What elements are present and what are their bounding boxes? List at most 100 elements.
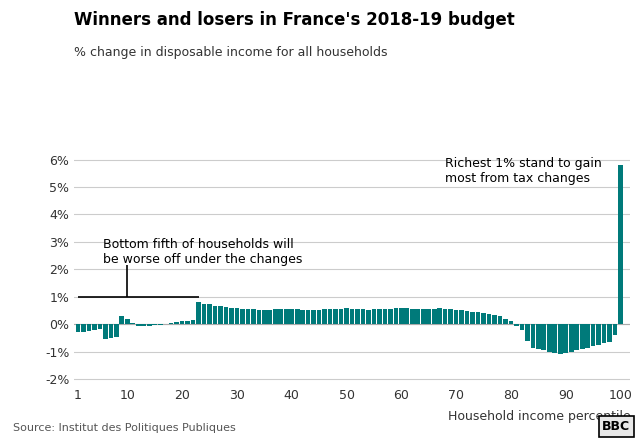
Bar	[86, 324, 92, 331]
Bar	[366, 310, 371, 324]
Bar	[503, 319, 508, 324]
Bar	[339, 309, 344, 324]
Bar	[372, 309, 376, 324]
Bar	[323, 309, 327, 324]
Bar	[218, 306, 223, 324]
Bar	[498, 316, 502, 324]
Bar	[591, 324, 595, 346]
Bar	[476, 312, 481, 324]
Bar	[580, 324, 584, 349]
Bar	[185, 321, 190, 324]
Bar	[120, 316, 124, 324]
Bar	[377, 309, 381, 324]
Bar	[306, 310, 310, 324]
Bar	[317, 310, 321, 324]
Bar	[448, 309, 453, 324]
Text: Richest 1% stand to gain
most from tax changes: Richest 1% stand to gain most from tax c…	[445, 157, 602, 185]
Bar	[558, 324, 563, 354]
Bar	[454, 310, 458, 324]
Bar	[333, 309, 338, 324]
Bar	[531, 324, 535, 347]
Bar	[246, 309, 250, 324]
Text: Bottom fifth of households will
be worse off under the changes: Bottom fifth of households will be worse…	[102, 238, 302, 266]
Bar	[131, 323, 135, 324]
Bar	[443, 309, 447, 324]
Text: Source: Institut des Politiques Publiques: Source: Institut des Politiques Publique…	[13, 423, 236, 433]
Bar	[421, 309, 426, 324]
Bar	[552, 324, 557, 353]
Bar	[432, 309, 436, 324]
Bar	[460, 310, 464, 324]
Bar	[229, 308, 234, 324]
Bar	[563, 324, 568, 353]
Bar	[147, 324, 152, 326]
Bar	[207, 305, 212, 324]
Text: BBC: BBC	[602, 420, 630, 433]
Bar	[76, 324, 80, 332]
Bar	[174, 322, 179, 324]
Bar	[328, 309, 332, 324]
Bar	[202, 304, 206, 324]
Bar	[394, 308, 398, 324]
Bar	[492, 315, 497, 324]
Bar	[547, 324, 552, 352]
Bar	[426, 309, 431, 324]
Bar	[520, 324, 524, 330]
Bar	[125, 319, 130, 324]
Bar	[212, 305, 218, 324]
Bar	[169, 323, 173, 324]
Bar	[251, 309, 256, 324]
Bar	[136, 324, 141, 326]
Text: Winners and losers in France's 2018-19 budget: Winners and losers in France's 2018-19 b…	[74, 11, 515, 29]
Bar	[586, 324, 590, 347]
Bar	[541, 324, 546, 350]
Bar	[612, 324, 618, 335]
Bar	[311, 310, 316, 324]
X-axis label: Household income percentile: Household income percentile	[447, 410, 630, 423]
Bar	[262, 310, 267, 324]
Bar	[344, 308, 349, 324]
Bar	[410, 309, 415, 324]
Bar	[273, 309, 278, 324]
Bar	[383, 309, 387, 324]
Bar	[470, 312, 475, 324]
Bar	[141, 324, 146, 326]
Bar	[268, 310, 272, 324]
Bar	[399, 308, 404, 324]
Text: % change in disposable income for all households: % change in disposable income for all ho…	[74, 46, 387, 59]
Bar	[81, 324, 86, 332]
Bar	[514, 324, 519, 326]
Bar	[388, 309, 393, 324]
Bar	[180, 321, 184, 324]
Bar	[97, 324, 102, 329]
Bar	[349, 309, 355, 324]
Bar	[284, 309, 289, 324]
Bar	[152, 324, 157, 325]
Bar	[536, 324, 541, 349]
Bar	[437, 308, 442, 324]
Bar	[92, 324, 97, 330]
Bar	[404, 308, 409, 324]
Bar	[525, 324, 530, 341]
Bar	[278, 309, 283, 324]
Bar	[596, 324, 601, 345]
Bar	[158, 324, 163, 325]
Bar	[289, 309, 294, 324]
Bar	[360, 309, 365, 324]
Bar	[509, 321, 513, 324]
Bar	[602, 324, 607, 343]
Bar	[257, 310, 261, 324]
Bar	[415, 309, 420, 324]
Bar	[191, 320, 195, 324]
Bar	[569, 324, 573, 352]
Bar	[355, 309, 360, 324]
Bar	[240, 309, 244, 324]
Bar	[103, 324, 108, 339]
Bar	[114, 324, 118, 337]
Bar	[481, 312, 486, 324]
Bar	[223, 307, 228, 324]
Bar	[196, 302, 201, 324]
Bar	[574, 324, 579, 350]
Bar	[295, 309, 300, 324]
Bar	[618, 165, 623, 324]
